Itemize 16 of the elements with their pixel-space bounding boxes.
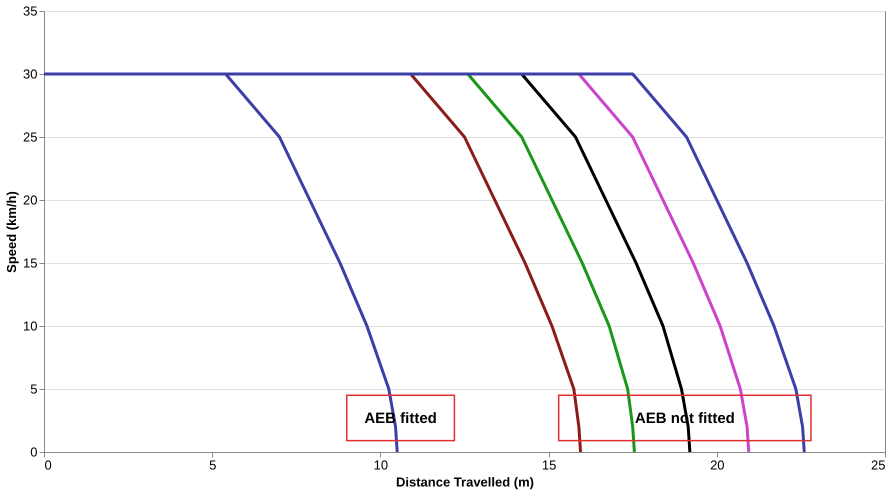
y-tick-label: 30 bbox=[23, 66, 38, 82]
y-tick-label: 5 bbox=[30, 382, 38, 396]
y-tick-label: 15 bbox=[23, 256, 38, 270]
y-tick-label: 25 bbox=[23, 130, 38, 144]
y-tick-label: 0 bbox=[30, 444, 38, 460]
x-tick-label: 25 bbox=[871, 458, 886, 472]
y-tick-label: 10 bbox=[23, 318, 38, 334]
x-tick-label: 5 bbox=[209, 458, 216, 472]
x-tick-label: 10 bbox=[374, 458, 388, 472]
y-tick-label: 20 bbox=[23, 192, 38, 208]
x-tick-label: 20 bbox=[710, 458, 725, 472]
y-axis-title: Speed (km/h) bbox=[4, 191, 20, 273]
y-tick-label: 35 bbox=[23, 4, 38, 18]
x-tick-label: 15 bbox=[542, 458, 556, 472]
x-axis-title: Distance Travelled (m) bbox=[396, 474, 534, 490]
x-tick-label: 0 bbox=[44, 458, 52, 472]
